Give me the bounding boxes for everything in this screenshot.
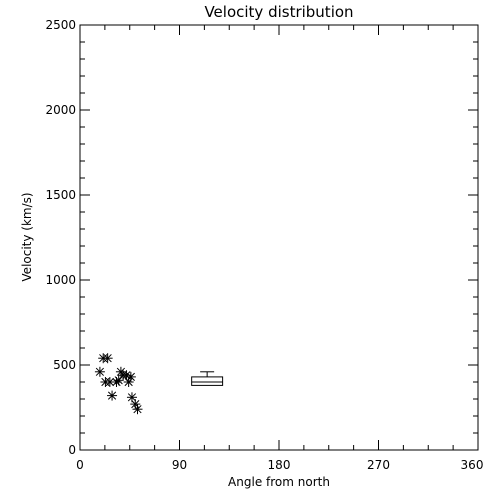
x-tick-label: 180 <box>268 458 291 472</box>
data-point <box>125 371 136 382</box>
data-point <box>121 370 132 381</box>
x-tick-label: 90 <box>172 458 187 472</box>
data-point <box>107 390 118 401</box>
y-tick-label: 1500 <box>45 188 76 202</box>
y-tick-label: 2500 <box>45 18 76 32</box>
data-points <box>94 353 143 415</box>
data-point <box>102 353 113 364</box>
x-tick-label: 360 <box>461 458 484 472</box>
y-tick-label: 0 <box>68 443 76 457</box>
y-tick-label: 2000 <box>45 103 76 117</box>
data-point <box>132 404 143 415</box>
y-tick-label: 500 <box>53 358 76 372</box>
plot-frame <box>79 24 479 451</box>
y-axis: 0 500 1000 1500 2000 2500 <box>45 18 478 457</box>
box-plot <box>191 371 224 386</box>
y-axis-label: Velocity (km/s) <box>20 192 34 281</box>
box-body <box>191 376 224 386</box>
x-axis-label: Angle from north <box>228 475 330 489</box>
x-axis: 0 90 180 270 360 <box>76 25 483 472</box>
chart-title: Velocity distribution <box>204 3 353 21</box>
data-point <box>104 377 115 387</box>
y-tick-label: 1000 <box>45 273 76 287</box>
data-point <box>94 366 105 377</box>
x-tick-label: 270 <box>367 458 390 472</box>
x-tick-label: 0 <box>76 458 84 472</box>
